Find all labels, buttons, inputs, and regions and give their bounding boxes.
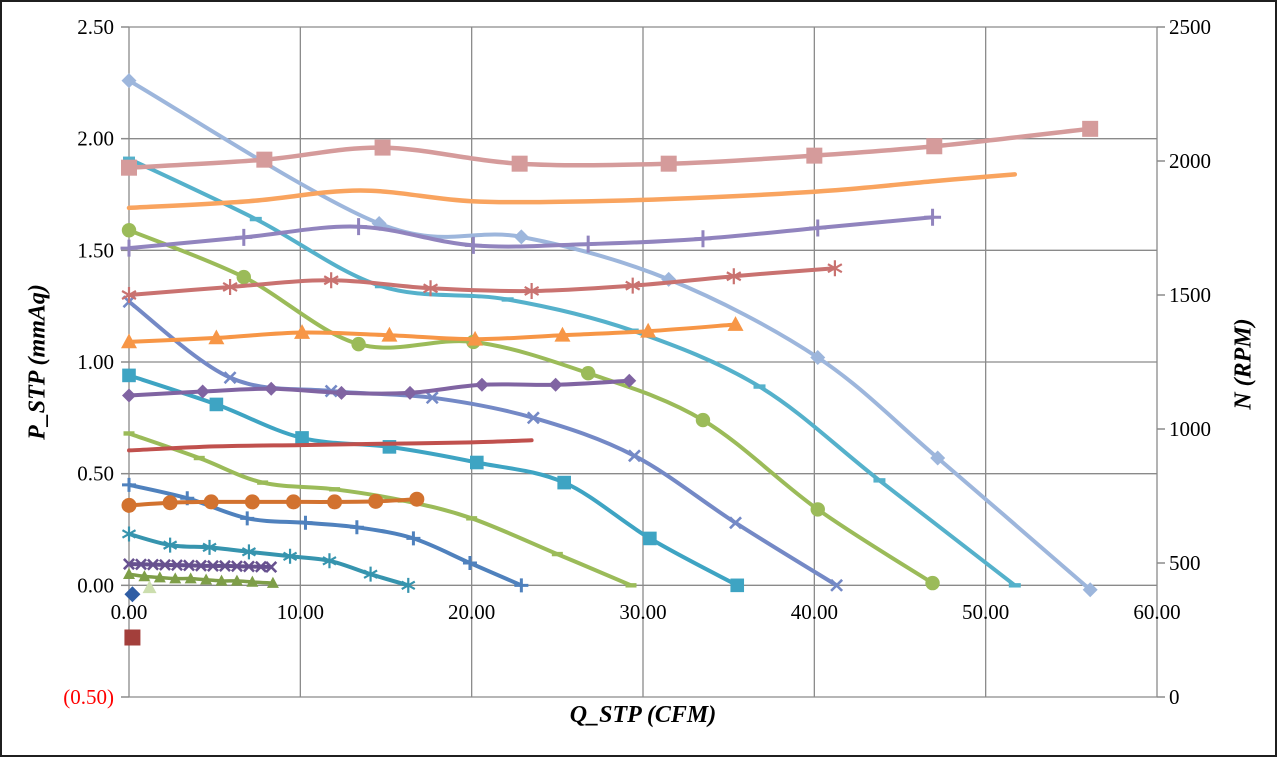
series-line — [127, 572, 275, 585]
series-burnt-orange-circle-rpm — [121, 491, 425, 513]
series-group — [120, 73, 1099, 646]
series-pale-blue-diamond-curve — [121, 73, 1098, 598]
series-teal-asterisk-curve — [121, 526, 416, 593]
y-left-tick-label: 0.00 — [77, 573, 114, 597]
x-tick-label: 30.00 — [619, 600, 666, 624]
tick-labels: 2.50 2.00 1.50 1.00 0.50 0.00 (0.50) 2500 2000 15… — [63, 15, 1211, 709]
series-orange-triangle-rpm — [121, 316, 744, 349]
x-tick-label: 10.00 — [277, 600, 324, 624]
y-left-tick-label: 1.00 — [77, 350, 114, 374]
series-line — [127, 482, 524, 588]
x-tick-label: 60.00 — [1133, 600, 1180, 624]
series-pink-square-rpm — [121, 120, 1099, 176]
series-lavender-plus-rpm — [120, 208, 942, 257]
series-green-triangle-curve — [123, 567, 279, 588]
y-right-tick-label: 1500 — [1169, 283, 1211, 307]
y-left-axis-title: P_STP (mmAq) — [24, 284, 51, 440]
x-tick-label: 20.00 — [448, 600, 495, 624]
series-line — [127, 299, 839, 588]
gridlines — [128, 26, 1158, 698]
y-left-tick-label: 2.00 — [77, 127, 114, 151]
series-line — [127, 438, 534, 453]
x-tick-label: 40.00 — [791, 600, 838, 624]
series-cyan-square-curve — [122, 368, 745, 593]
x-tick-label: 50.00 — [962, 600, 1009, 624]
series-light-orange-rpm — [126, 172, 1018, 211]
series-line — [127, 322, 738, 344]
y-right-tick-label: 1000 — [1169, 417, 1211, 441]
y-left-tick-label: 2.50 — [77, 15, 114, 39]
series-brick-square-point — [124, 629, 141, 646]
tick-marks — [121, 26, 1165, 698]
series-pale-green-triangle-point — [142, 580, 157, 594]
series-line — [126, 126, 1093, 170]
series-line — [127, 266, 837, 297]
series-blue-plus-curve — [122, 477, 529, 593]
y-left-tick-label: (0.50) — [63, 685, 114, 709]
y-right-tick-label: 2500 — [1169, 15, 1211, 39]
y-right-tick-label: 500 — [1169, 551, 1201, 575]
y-left-tick-label: 0.50 — [77, 462, 114, 486]
series-plum-x-rpm — [122, 558, 278, 574]
series-dark-red-rpm — [127, 438, 534, 453]
series-rose-asterisk-rpm — [121, 260, 843, 303]
y-left-tick-label: 1.50 — [77, 238, 114, 262]
series-green-circle-curve — [121, 223, 940, 591]
y-right-tick-label: 2000 — [1169, 149, 1211, 173]
series-navy-diamond-point — [124, 586, 141, 603]
x-tick-label: 0.00 — [111, 600, 148, 624]
series-purple-diamond-rpm — [122, 373, 637, 403]
y-right-axis-title: N (RPM) — [1230, 318, 1257, 410]
x-axis-title: Q_STP (CFM) — [569, 702, 717, 728]
series-line — [127, 215, 935, 251]
series-line — [126, 172, 1018, 211]
y-right-tick-label: 0 — [1169, 685, 1180, 709]
series-line — [127, 373, 740, 588]
